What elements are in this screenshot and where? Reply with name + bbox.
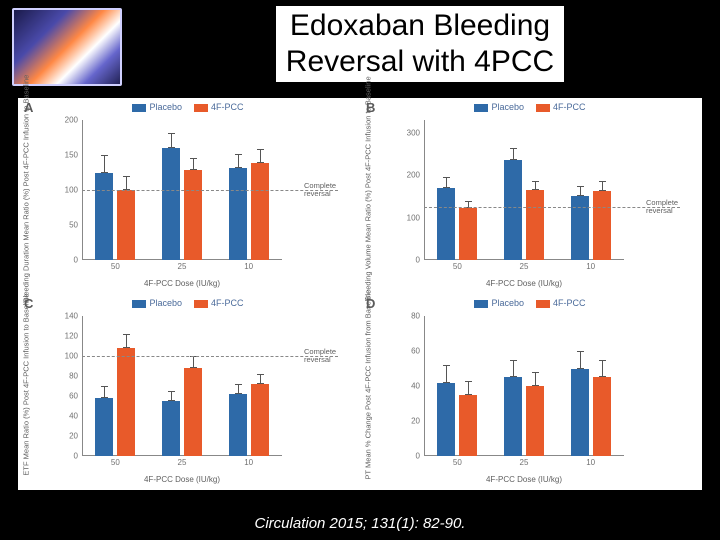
legend-pcc: 4F-PCC bbox=[194, 102, 244, 112]
bar-pcc bbox=[251, 384, 269, 456]
figure-panel: APlacebo4F-PCCBleeding Duration Mean Rat… bbox=[18, 98, 702, 490]
legend-pcc: 4F-PCC bbox=[194, 298, 244, 308]
bar-pcc bbox=[593, 191, 611, 260]
bar-placebo bbox=[162, 401, 180, 456]
reversal-line bbox=[82, 356, 338, 357]
legend-placebo: Placebo bbox=[132, 298, 182, 308]
subplot-a: APlacebo4F-PCCBleeding Duration Mean Rat… bbox=[18, 98, 358, 292]
legend-placebo: Placebo bbox=[474, 102, 524, 112]
y-tick: 300 bbox=[407, 128, 424, 137]
reversal-label: Complete reversal bbox=[646, 199, 698, 216]
bar-placebo bbox=[504, 160, 522, 260]
bar-pcc bbox=[184, 368, 202, 456]
chart-legend: Placebo 4F-PCC bbox=[360, 102, 700, 112]
bar-placebo bbox=[504, 377, 522, 456]
subplot-c: CPlacebo4F-PCCETF Mean Ratio (%) Post 4F… bbox=[18, 294, 358, 488]
x-tick: 25 bbox=[178, 260, 187, 271]
y-tick: 40 bbox=[69, 412, 82, 421]
bar-pcc bbox=[593, 377, 611, 456]
bar-pcc bbox=[117, 190, 135, 260]
x-tick: 50 bbox=[453, 260, 462, 271]
plot-area: 0100200300502510 bbox=[424, 120, 624, 260]
x-axis-label: 4F-PCC Dose (IU/kg) bbox=[82, 279, 282, 288]
y-tick: 60 bbox=[411, 347, 424, 356]
subplot-d: DPlacebo4F-PCCPT Mean % Change Post 4F-P… bbox=[360, 294, 700, 488]
bar-pcc bbox=[251, 163, 269, 260]
x-axis-label: 4F-PCC Dose (IU/kg) bbox=[82, 475, 282, 484]
y-axis-label: Bleeding Volume Mean Ratio (%) Post 4F-P… bbox=[358, 118, 378, 258]
x-axis-label: 4F-PCC Dose (IU/kg) bbox=[424, 279, 624, 288]
y-tick: 100 bbox=[65, 186, 82, 195]
plot-area: 020406080502510 bbox=[424, 316, 624, 456]
y-axis-label: ETF Mean Ratio (%) Post 4F-PCC Infusion … bbox=[16, 314, 36, 454]
x-axis-label: 4F-PCC Dose (IU/kg) bbox=[424, 475, 624, 484]
y-tick: 80 bbox=[411, 312, 424, 321]
bar-placebo bbox=[229, 394, 247, 456]
subplot-b: BPlacebo4F-PCCBleeding Volume Mean Ratio… bbox=[360, 98, 700, 292]
legend-placebo: Placebo bbox=[132, 102, 182, 112]
y-axis-label: PT Mean % Change Post 4F-PCC Infusion fr… bbox=[358, 314, 378, 454]
y-tick: 0 bbox=[416, 452, 424, 461]
bar-placebo bbox=[437, 188, 455, 260]
y-tick: 150 bbox=[65, 151, 82, 160]
chart-legend: Placebo 4F-PCC bbox=[360, 298, 700, 308]
slide-title-area: Edoxaban Bleeding Reversal with 4PCC bbox=[140, 6, 700, 82]
y-tick: 20 bbox=[411, 417, 424, 426]
y-tick: 120 bbox=[65, 332, 82, 341]
bar-pcc bbox=[459, 395, 477, 456]
bar-placebo bbox=[95, 173, 113, 261]
y-tick: 20 bbox=[69, 432, 82, 441]
y-tick: 100 bbox=[407, 213, 424, 222]
bar-pcc bbox=[184, 170, 202, 260]
reversal-line bbox=[82, 190, 338, 191]
x-tick: 25 bbox=[178, 456, 187, 467]
x-tick: 10 bbox=[586, 456, 595, 467]
bar-pcc bbox=[459, 208, 477, 260]
bar-pcc bbox=[117, 348, 135, 456]
reversal-label: Complete reversal bbox=[304, 348, 356, 365]
title-line-2: Reversal with 4PCC bbox=[286, 45, 554, 78]
x-tick: 50 bbox=[453, 456, 462, 467]
x-tick: 50 bbox=[111, 260, 120, 271]
x-tick: 10 bbox=[244, 260, 253, 271]
bar-placebo bbox=[571, 196, 589, 260]
legend-placebo: Placebo bbox=[474, 298, 524, 308]
legend-pcc: 4F-PCC bbox=[536, 298, 586, 308]
bar-placebo bbox=[437, 383, 455, 457]
chart-legend: Placebo 4F-PCC bbox=[18, 298, 358, 308]
y-tick: 60 bbox=[69, 392, 82, 401]
bar-pcc bbox=[526, 386, 544, 456]
y-axis-label: Bleeding Duration Mean Ratio (%) Post 4F… bbox=[16, 118, 36, 258]
y-tick: 80 bbox=[69, 372, 82, 381]
title-line-1: Edoxaban Bleeding bbox=[290, 9, 550, 42]
bar-placebo bbox=[571, 369, 589, 457]
y-tick: 200 bbox=[65, 116, 82, 125]
y-tick: 50 bbox=[69, 221, 82, 230]
reversal-label: Complete reversal bbox=[304, 182, 356, 199]
y-tick: 0 bbox=[416, 256, 424, 265]
y-tick: 0 bbox=[74, 256, 82, 265]
legend-pcc: 4F-PCC bbox=[536, 102, 586, 112]
chart-legend: Placebo 4F-PCC bbox=[18, 102, 358, 112]
bar-placebo bbox=[229, 168, 247, 260]
y-tick: 200 bbox=[407, 171, 424, 180]
y-tick: 0 bbox=[74, 452, 82, 461]
y-tick: 100 bbox=[65, 352, 82, 361]
bar-placebo bbox=[162, 148, 180, 260]
x-tick: 50 bbox=[111, 456, 120, 467]
slide-title: Edoxaban Bleeding Reversal with 4PCC bbox=[276, 6, 564, 82]
x-tick: 25 bbox=[520, 456, 529, 467]
y-tick: 140 bbox=[65, 312, 82, 321]
bar-placebo bbox=[95, 398, 113, 456]
y-tick: 40 bbox=[411, 382, 424, 391]
x-tick: 10 bbox=[244, 456, 253, 467]
x-tick: 10 bbox=[586, 260, 595, 271]
plot-area: 050100150200502510 bbox=[82, 120, 282, 260]
x-tick: 25 bbox=[520, 260, 529, 271]
reversal-line bbox=[424, 207, 680, 208]
plot-area: 020406080100120140502510 bbox=[82, 316, 282, 456]
bar-pcc bbox=[526, 190, 544, 260]
citation-text: Circulation 2015; 131(1): 82-90. bbox=[0, 515, 720, 532]
